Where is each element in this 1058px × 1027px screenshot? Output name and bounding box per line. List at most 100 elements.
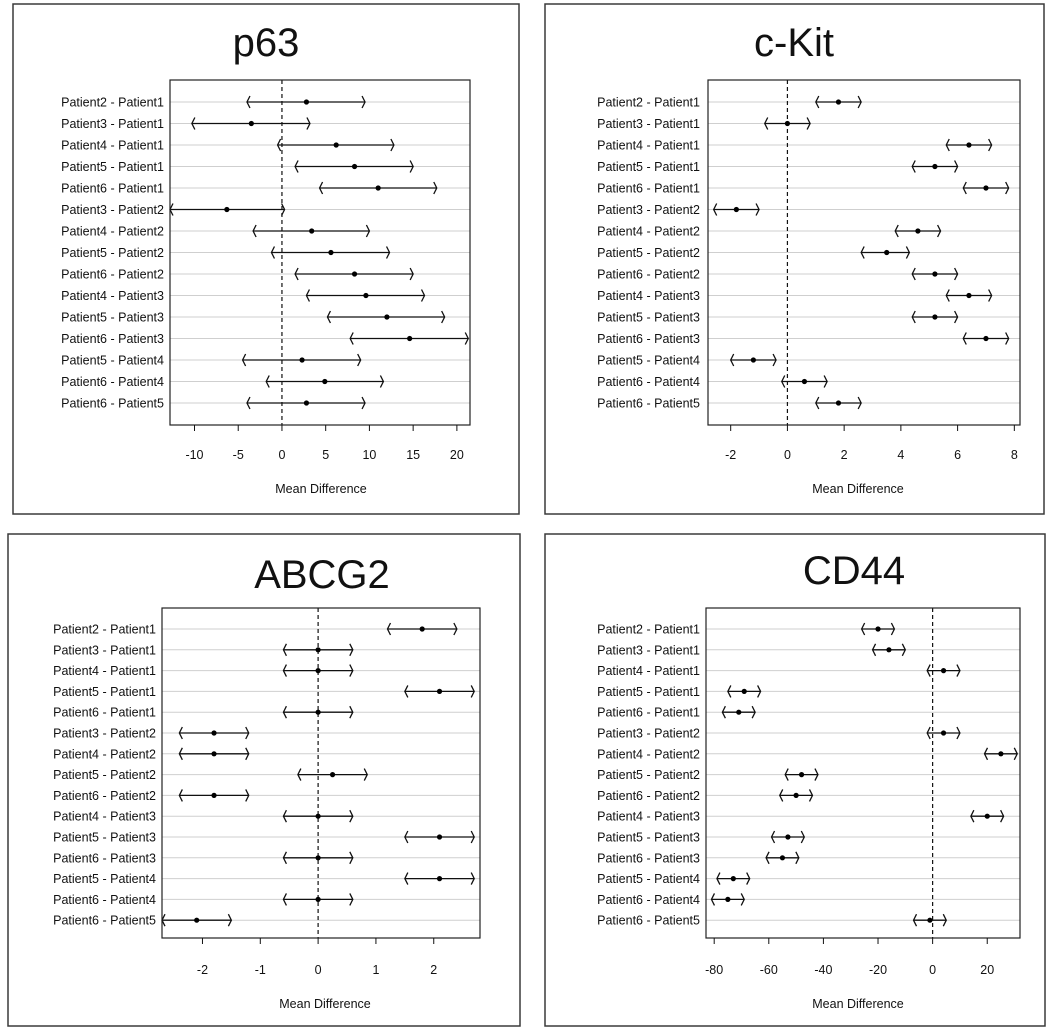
ci-upper-bracket — [420, 289, 426, 302]
mean-difference-point — [884, 249, 890, 256]
comparison-label: Patient3 - Patient1 — [61, 117, 164, 131]
ci-upper-bracket — [857, 95, 862, 109]
comparison-label: Patient4 - Patient3 — [597, 289, 700, 303]
comparison-label: Patient6 - Patient2 — [61, 268, 164, 282]
comparison-label: Patient5 - Patient3 — [53, 831, 156, 845]
ci-upper-bracket — [751, 705, 756, 719]
comparison-label: Patient5 - Patient2 — [597, 768, 700, 782]
ci-lower-bracket — [282, 893, 287, 906]
ci-lower-bracket — [265, 375, 270, 388]
mean-difference-point — [328, 249, 334, 256]
ci-lower-bracket — [712, 203, 718, 216]
panel-cd44: CD44 Patient2 - Patient1 Patient3 - Patie… — [544, 533, 1046, 1027]
comparison-label: Patient5 - Patient3 — [61, 311, 164, 325]
mean-difference-point — [315, 896, 321, 903]
plot-border — [161, 607, 481, 939]
ci-upper-bracket — [956, 664, 961, 677]
ci-upper-bracket — [806, 117, 811, 130]
ci-upper-bracket — [988, 138, 993, 152]
x-tick-label: 20 — [980, 963, 994, 977]
mean-difference-point — [384, 314, 390, 320]
chart-title: p63 — [233, 21, 300, 65]
comparison-label: Patient4 - Patient3 — [53, 810, 156, 824]
ci-upper-bracket — [379, 375, 385, 388]
ci-upper-bracket — [361, 396, 366, 410]
ci-upper-bracket — [349, 809, 354, 823]
ci-lower-bracket — [770, 830, 776, 844]
ci-lower-bracket — [246, 95, 251, 109]
mean-difference-point — [741, 688, 747, 695]
ci-lower-bracket — [778, 789, 784, 802]
x-tick-label: -2 — [197, 963, 208, 977]
comparison-label: Patient6 - Patient2 — [597, 789, 700, 803]
x-tick-label: 6 — [954, 448, 961, 462]
comparison-label: Patient5 - Patient3 — [597, 311, 700, 325]
x-tick-label: 0 — [315, 963, 322, 977]
comparison-label: Patient6 - Patient5 — [61, 397, 164, 411]
comparison-label: Patient4 - Patient2 — [53, 747, 156, 761]
ci-lower-bracket — [318, 181, 324, 195]
ci-lower-bracket — [911, 267, 916, 281]
ci-upper-bracket — [306, 117, 311, 130]
ci-upper-bracket — [349, 893, 354, 906]
ci-lower-bracket — [326, 310, 332, 324]
mean-difference-point — [730, 876, 736, 882]
ci-upper-bracket — [470, 685, 475, 698]
comparison-label: Patient6 - Patient3 — [597, 332, 700, 346]
ci-upper-bracket — [453, 622, 458, 636]
comparison-label: Patient6 - Patient2 — [53, 789, 156, 803]
comparison-label: Patient4 - Patient3 — [597, 810, 700, 824]
comparison-label: Patient3 - Patient2 — [61, 203, 164, 217]
ci-lower-bracket — [912, 913, 918, 927]
plot-area: Patient2 - Patient1 Patient3 - Patient1 Pa… — [61, 79, 471, 462]
comparison-label: Patient5 - Patient1 — [61, 160, 164, 174]
comparison-label: Patient4 - Patient1 — [53, 664, 156, 678]
mean-difference-point — [779, 855, 786, 861]
mean-difference-point — [784, 120, 791, 127]
ci-upper-bracket — [357, 353, 362, 367]
x-axis-label: Mean Difference — [812, 997, 904, 1011]
mean-difference-point — [927, 917, 933, 923]
ci-lower-bracket — [970, 809, 975, 823]
ci-upper-bracket — [890, 622, 896, 636]
mean-difference-point — [835, 99, 842, 105]
x-tick-label: -1 — [255, 963, 266, 977]
x-tick-label: 1 — [372, 963, 379, 977]
ci-upper-bracket — [988, 289, 993, 302]
ci-lower-bracket — [945, 289, 950, 302]
mean-difference-point — [224, 206, 230, 213]
comparison-label: Patient5 - Patient4 — [597, 354, 700, 368]
mean-difference-point — [785, 834, 791, 840]
ci-lower-bracket — [282, 809, 287, 823]
mean-difference-point — [211, 792, 217, 799]
ci-lower-bracket — [729, 353, 735, 367]
ci-upper-bracket — [1000, 809, 1005, 823]
ci-lower-bracket — [894, 224, 899, 238]
panel-frame — [12, 3, 520, 515]
x-axis-label: Mean Difference — [275, 482, 367, 496]
ci-lower-bracket — [764, 117, 769, 130]
x-axis-label: Mean Difference — [812, 482, 904, 496]
comparison-label: Patient4 - Patient2 — [597, 747, 700, 761]
ci-lower-bracket — [911, 160, 916, 173]
ci-lower-bracket — [926, 664, 931, 677]
comparison-label: Patient3 - Patient1 — [597, 117, 700, 131]
x-tick-label: -40 — [814, 963, 832, 977]
ci-upper-bracket — [361, 95, 366, 109]
ci-lower-bracket — [241, 353, 247, 367]
mean-difference-point — [875, 626, 881, 632]
mean-difference-point — [798, 772, 805, 778]
comparison-label: Patient6 - Patient3 — [61, 332, 164, 346]
mean-difference-point — [351, 271, 358, 277]
ci-lower-bracket — [246, 396, 251, 410]
ci-upper-bracket — [385, 246, 391, 259]
ci-lower-bracket — [404, 872, 409, 885]
ci-lower-bracket — [294, 267, 299, 281]
comparison-label: Patient6 - Patient1 — [597, 706, 700, 720]
comparison-label: Patient5 - Patient1 — [597, 160, 700, 174]
comparison-label: Patient6 - Patient5 — [597, 914, 700, 928]
x-tick-label: 5 — [322, 448, 329, 462]
comparison-label: Patient5 - Patient4 — [53, 872, 156, 886]
mean-difference-point — [966, 292, 972, 299]
ci-lower-bracket — [178, 789, 183, 802]
